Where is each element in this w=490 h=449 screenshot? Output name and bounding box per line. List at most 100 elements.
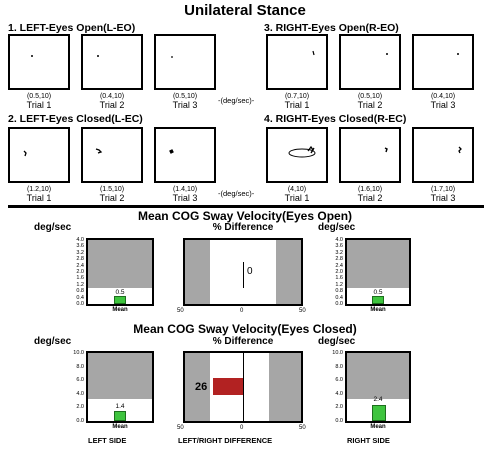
sway-trace [31, 55, 33, 57]
left-axis-unit: deg/sec [34, 336, 72, 347]
y-tick-label: 2.8 [76, 256, 84, 263]
trial-label: Trial 1 [284, 193, 310, 203]
normal-range-shade [347, 353, 409, 399]
ec-right-plot [345, 351, 411, 423]
trial-plot-right-ec-3[interactable] [412, 127, 474, 183]
eo-right-plot [345, 238, 411, 306]
y-tick-label: 3.6 [76, 243, 84, 250]
sway-trace [23, 150, 27, 157]
pct-axis-left: 50 [177, 308, 184, 314]
sway-trace [171, 56, 173, 58]
sway-trace [384, 147, 388, 153]
mean-label: Mean [370, 307, 386, 313]
trial-value: (0.5,10) [357, 93, 383, 100]
y-tick-label: 0.0 [335, 418, 343, 424]
trial-plot-left-eo-2[interactable] [81, 34, 143, 90]
y-tick-label: 1.2 [76, 281, 84, 288]
trial-value: (0.4,10) [430, 93, 456, 100]
y-tick-label: 2.0 [335, 269, 343, 275]
trial-value: (1.7,10) [430, 186, 456, 193]
y-tick-label: 2.0 [76, 269, 84, 275]
pct-axis-right: 50 [299, 308, 306, 314]
normal-range-shade [88, 353, 152, 399]
trial-label: Trial 3 [172, 100, 198, 110]
y-tick-label: 0.8 [335, 288, 343, 295]
y-tick-label: 8.0 [76, 363, 84, 370]
trial-plot-left-ec-3[interactable] [154, 127, 216, 183]
left-mean-value: 1.4 [115, 403, 125, 410]
trial-plot-left-eo-1[interactable] [8, 34, 70, 90]
y-tick-label: 6.0 [335, 377, 343, 384]
eyes-open-chart-title: Mean COG Sway Velocity(Eyes Open) [137, 209, 353, 223]
y-tick-label: 4.0 [76, 237, 84, 243]
trial-label: Trial 1 [284, 100, 310, 110]
trial-label: Trial 2 [99, 100, 125, 110]
pct-zero-line [243, 262, 244, 288]
section-right-eo-label: 3. RIGHT-Eyes Open(R-EO) [264, 22, 399, 34]
y-tick-label: 2.4 [76, 262, 84, 269]
pct-shade-right [269, 353, 301, 421]
mean-label: Mean [370, 424, 386, 430]
trial-plot-right-eo-2[interactable] [339, 34, 401, 90]
y-tick-label: 4.0 [335, 237, 343, 243]
trial-plot-left-eo-3[interactable] [154, 34, 216, 90]
trial-plot-right-eo-3[interactable] [412, 34, 474, 90]
trial-plot-right-ec-2[interactable] [339, 127, 401, 183]
section-divider [8, 205, 484, 208]
trial-plot-right-eo-1[interactable] [266, 34, 328, 90]
y-tick-label: 1.6 [335, 275, 343, 282]
footer-right-side: RIGHT SIDE [347, 436, 390, 445]
y-tick-label: 3.2 [335, 249, 343, 256]
trial-plot-right-ec-1[interactable] [266, 127, 328, 183]
pct-axis-left: 50 [177, 425, 184, 431]
y-tick-label: 6.0 [76, 377, 84, 384]
right-mean-bar [372, 296, 384, 304]
y-tick-label: 0.8 [76, 288, 84, 295]
footer-left-side: LEFT SIDE [88, 436, 127, 445]
trial-value: (1.5,10) [99, 186, 125, 193]
section-right-ec-label: 4. RIGHT-Eyes Closed(R-EC) [264, 113, 407, 125]
y-tick-label: 0.0 [76, 301, 84, 307]
y-tick-label: 0.0 [335, 301, 343, 307]
trial-label: Trial 2 [357, 193, 383, 203]
trial-plot-left-ec-1[interactable] [8, 127, 70, 183]
y-tick-label: 2.4 [335, 262, 343, 269]
footer-lr-difference: LEFT/RIGHT DIFFERENCE [178, 436, 273, 445]
y-tick-label: 3.2 [76, 249, 84, 256]
pct-value: 0 [247, 266, 253, 277]
y-tick-label: 1.6 [76, 275, 84, 282]
sway-trace [386, 53, 388, 55]
right-mean-bar [372, 404, 386, 421]
normal-range-shade [347, 240, 409, 288]
trial-label: Trial 1 [26, 100, 52, 110]
mean-label: Mean [112, 424, 128, 430]
y-tick-label: 4.0 [76, 390, 84, 397]
units-label: -(deg/sec)- [218, 189, 255, 198]
pct-axis-right: 50 [299, 425, 306, 431]
pct-difference-title: % Difference [212, 336, 274, 347]
trial-label: Trial 1 [26, 193, 52, 203]
y-tick-label: 2.0 [335, 404, 343, 411]
sway-trace [97, 55, 99, 57]
pct-zero-line [243, 353, 244, 421]
trial-value: (1.6,10) [357, 186, 383, 193]
y-tick-label: 4.0 [335, 390, 343, 397]
eyes-closed-chart-title: Mean COG Sway Velocity(Eyes Closed) [133, 322, 357, 336]
y-tick-label: 10.0 [332, 350, 343, 356]
units-label: -(deg/sec)- [218, 96, 255, 105]
sway-trace [457, 53, 459, 55]
trial-value: (0.5,10) [172, 93, 198, 100]
sway-trace [458, 146, 462, 154]
y-tick-label: 1.2 [335, 281, 343, 288]
trial-plot-left-ec-2[interactable] [81, 127, 143, 183]
section-left-eo-label: 1. LEFT-Eyes Open(L-EO) [8, 22, 136, 34]
y-tick-label: 3.6 [335, 243, 343, 250]
sway-trace [312, 50, 315, 56]
trial-label: Trial 3 [172, 193, 198, 203]
y-tick-label: 8.0 [335, 363, 343, 370]
y-tick-label: 2.0 [76, 404, 84, 411]
pct-shade-right [276, 240, 301, 304]
sway-trace [95, 148, 103, 154]
pct-axis-zero: 0 [240, 308, 244, 314]
section-left-ec-label: 2. LEFT-Eyes Closed(L-EC) [8, 113, 143, 125]
